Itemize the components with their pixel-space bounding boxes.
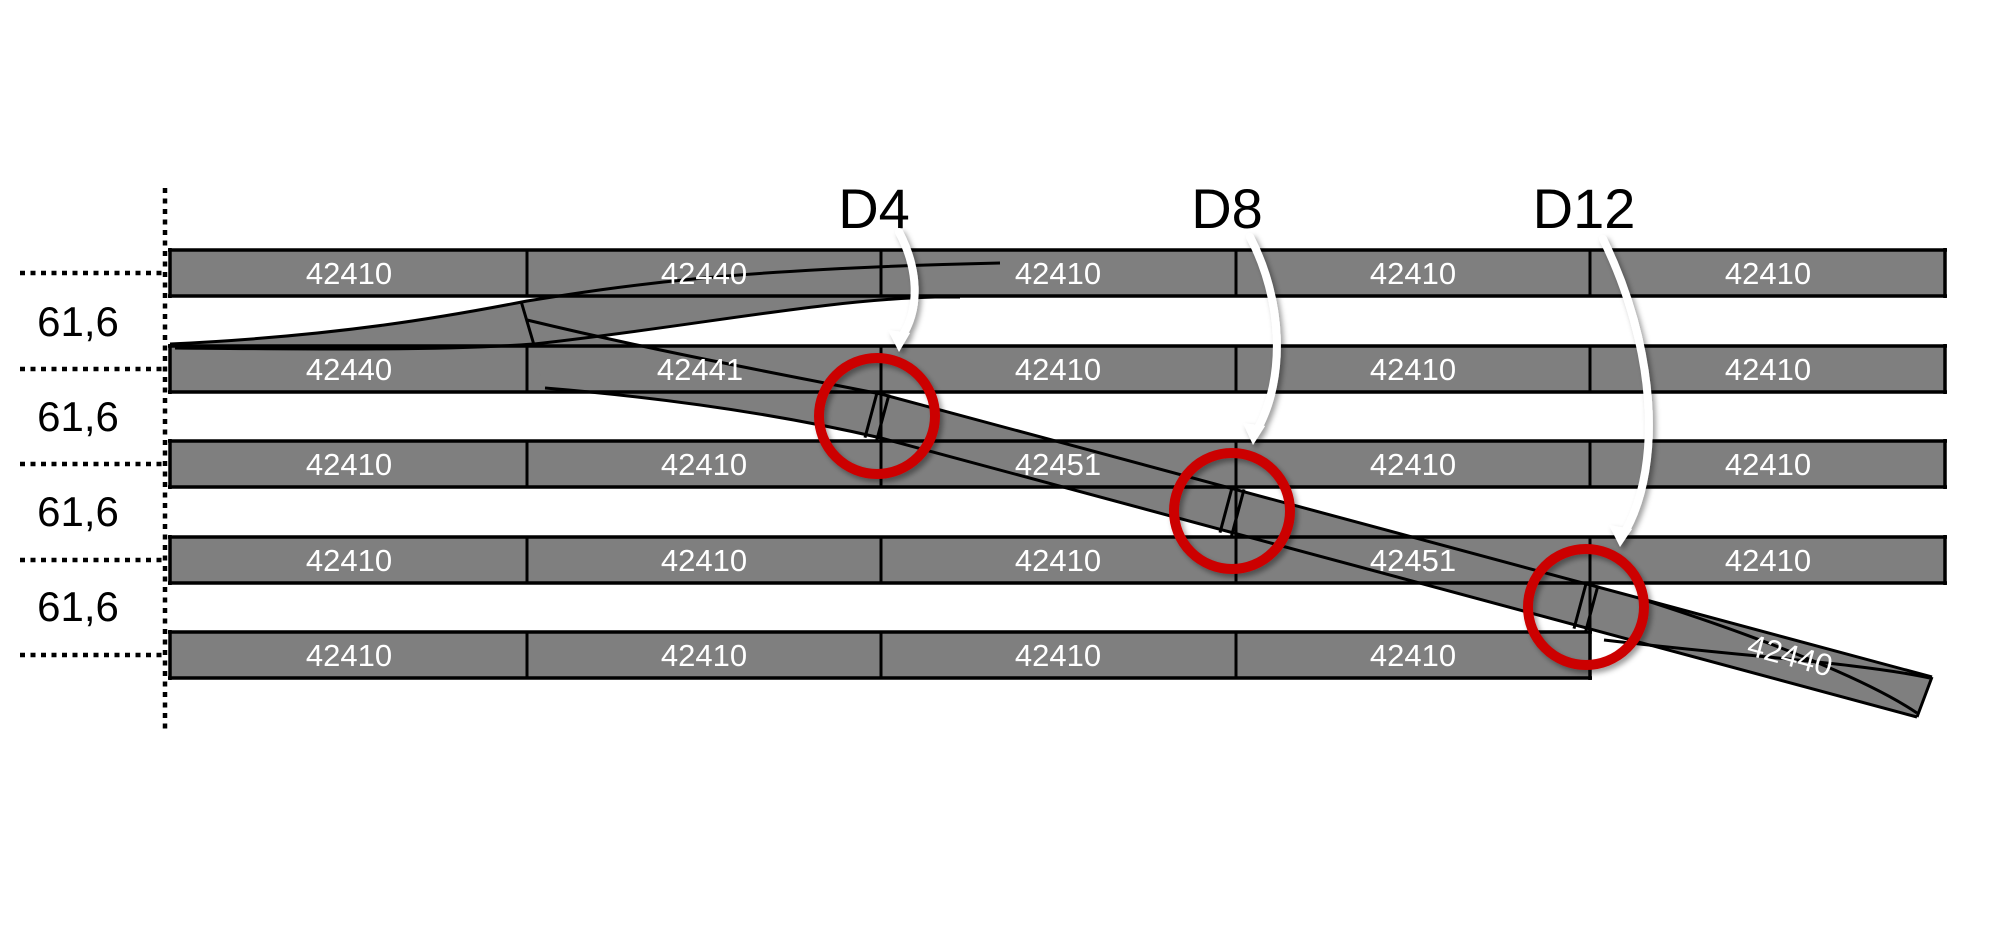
segment-label: 42451 (1370, 543, 1456, 578)
diagonal-route-band (527, 320, 1932, 717)
segment-label: 42410 (1725, 256, 1811, 291)
crossover-bottom-edge (174, 295, 960, 351)
connector-labels: D4 D8 D12 (838, 177, 1635, 240)
segment-label: 42451 (1015, 447, 1101, 482)
end-turnout-inner-edge-a (1640, 597, 1918, 715)
segment-labels: 42410 42440 42410 42410 42410 42440 4244… (306, 256, 1836, 684)
segment-label: 42440 (306, 352, 392, 387)
dimension-label: 61,6 (37, 583, 119, 630)
segment-label: 42410 (1370, 638, 1456, 673)
arrow-d4 (888, 228, 919, 352)
rail-joint-marks-d8 (1218, 485, 1246, 537)
arrow-d8 (1243, 233, 1281, 445)
segment-label: 42410 (1370, 256, 1456, 291)
arrow-head-icon (1243, 423, 1265, 445)
segment-label: 42410 (1015, 543, 1101, 578)
segment-label: 42440 (661, 256, 747, 291)
connector-arrows (888, 228, 1653, 547)
connector-label-d12: D12 (1533, 177, 1636, 240)
connector-label-d8: D8 (1191, 177, 1263, 240)
rail-joint-marks-d12 (1572, 581, 1600, 633)
segment-label: 42410 (1015, 638, 1101, 673)
end-turnout-inner-edge-b (1603, 638, 1931, 680)
diagonal-end-cut (1915, 676, 1934, 718)
segment-boundaries (519, 250, 1600, 678)
arrow-d12 (1599, 235, 1653, 547)
diagonal-bottom-edge (544, 386, 1918, 719)
arrow-head-icon (1609, 525, 1632, 547)
track-row-1-outline (168, 248, 1947, 298)
segment-label: 42410 (306, 256, 392, 291)
diagonal-band-fill (527, 320, 1932, 717)
connector-circle-d4 (814, 353, 940, 479)
dimension-label: 61,6 (37, 393, 119, 440)
crossover-band (170, 263, 1000, 350)
segment-label: 42410 (1370, 352, 1456, 387)
segment-label: 42410 (1015, 256, 1101, 291)
diagonal-top-edge (526, 318, 1933, 679)
segment-label: 42410 (306, 638, 392, 673)
track-row-1-bar (170, 250, 1945, 296)
segment-label: 42441 (657, 352, 743, 387)
track-row-4-bar (170, 537, 1945, 583)
datum-lines (20, 188, 168, 734)
segment-label: 42410 (1370, 447, 1456, 482)
rail-joint-marks-d4 (863, 390, 891, 442)
segment-label: 42410 (306, 447, 392, 482)
arrow-head-icon (888, 330, 910, 352)
segment-label: 42410 (1725, 352, 1811, 387)
segment-label: 42410 (1725, 447, 1811, 482)
connector-circles (814, 353, 1649, 670)
connector-circle-d12 (1523, 544, 1649, 670)
segment-label: 42410 (661, 543, 747, 578)
band-edges (169, 261, 1934, 719)
dimension-label: 61,6 (37, 488, 119, 535)
segment-label: 42410 (661, 638, 747, 673)
crossover-band-fill (170, 263, 1000, 350)
crossover-joint-line (519, 300, 536, 346)
segment-label: 42410 (1725, 543, 1811, 578)
connector-circle-d8 (1169, 448, 1295, 574)
crossover-top-edge (169, 261, 1001, 346)
dimension-label: 61,6 (37, 298, 119, 345)
segment-label: 42410 (661, 447, 747, 482)
segment-label: 42410 (306, 543, 392, 578)
dimension-labels: 61,6 61,6 61,6 61,6 (37, 298, 119, 630)
segment-label: 42410 (1015, 352, 1101, 387)
track-row-4-outline (168, 535, 1947, 585)
